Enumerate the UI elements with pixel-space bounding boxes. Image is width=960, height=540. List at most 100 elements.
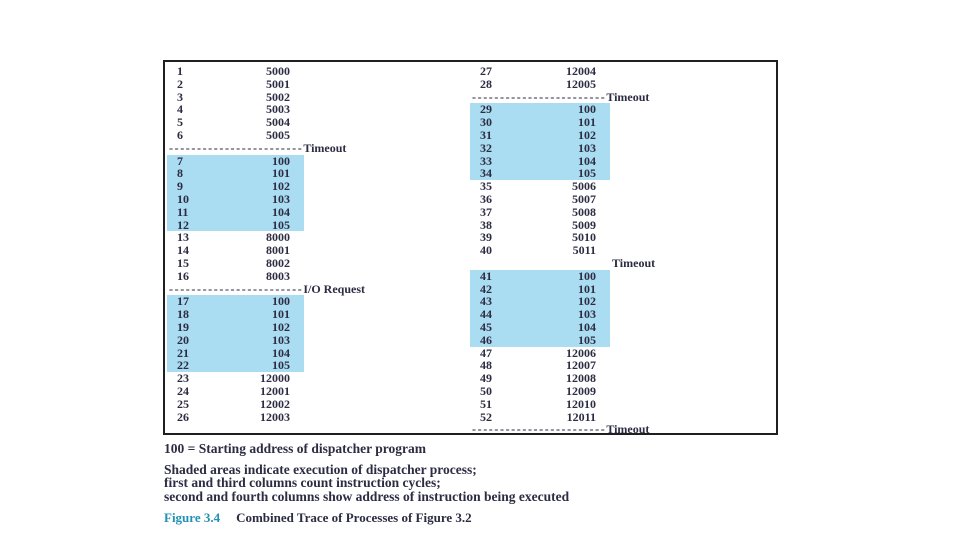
instruction-address: 5000: [266, 64, 290, 78]
dispatcher-address-note: 100 = Starting address of dispatcher pro…: [164, 441, 426, 456]
cycle-number: 16: [177, 268, 189, 283]
separator-row: ------------------------Timeout: [167, 140, 346, 155]
trace-row: 14 8001: [167, 244, 304, 257]
cycle-number: 50: [480, 383, 492, 398]
cycle-number: 35: [480, 179, 492, 194]
instruction-address: 12003: [260, 409, 290, 424]
separator-dashes: ------------------------: [169, 281, 304, 296]
trace-row: 45 104: [470, 321, 610, 334]
trace-row: 17 100: [167, 294, 304, 309]
instruction-address: 12006: [566, 345, 596, 360]
instruction-address: 105: [272, 217, 290, 232]
instruction-address: 5006: [572, 179, 596, 194]
cycle-number: 7: [177, 153, 183, 168]
trace-row: 49 12008: [470, 372, 610, 385]
cycle-number: 38: [480, 217, 492, 232]
figure-title: Combined Trace of Processes of Figure 3.…: [236, 510, 472, 525]
instruction-address: 102: [578, 294, 596, 309]
timeout-label-row: Timeout: [470, 257, 655, 270]
cycle-number: 24: [177, 383, 189, 398]
cycle-number: 2: [177, 76, 183, 91]
instruction-address: 12009: [566, 383, 596, 398]
cycle-number: 32: [480, 140, 492, 155]
separator-dashes: ------------------------: [472, 89, 607, 104]
cycle-number: 43: [480, 294, 492, 309]
cycle-number: 22: [177, 358, 189, 373]
trace-figure-box: 1 5000 2 5001 3 5002 4 5003 5 5004 6 5005 ----------…: [163, 60, 778, 436]
instruction-address: 105: [578, 332, 596, 347]
cycle-number: 39: [480, 230, 492, 245]
instruction-address: 100: [578, 102, 596, 117]
trace-row: 43 102: [470, 294, 610, 309]
instruction-address: 103: [272, 191, 290, 206]
cycle-number: 37: [480, 204, 492, 219]
cycle-number: 44: [480, 307, 492, 322]
cycle-number: 5: [177, 115, 183, 130]
trace-row: 10 103: [167, 193, 304, 206]
instruction-address: 100: [272, 294, 290, 309]
cycle-number: 30: [480, 115, 492, 130]
trace-row: 11 104: [167, 204, 304, 219]
instruction-address: 100: [272, 153, 290, 168]
trace-row: 22 105: [167, 358, 304, 373]
cycle-number: 40: [480, 243, 492, 258]
instruction-address: 12001: [260, 383, 290, 398]
instruction-address: 104: [578, 319, 596, 334]
trace-row: 36 5007: [470, 193, 610, 206]
cycle-number: 12: [177, 217, 189, 232]
trace-row: 30 101: [470, 116, 610, 129]
instruction-address: 12007: [566, 358, 596, 373]
trace-row: 26 12003: [167, 409, 304, 424]
cycle-number: 23: [177, 371, 189, 386]
cycle-number: 34: [480, 166, 492, 181]
figure-caption: Figure 3.4 Combined Trace of Processes of…: [164, 510, 472, 526]
separator-label: Timeout: [606, 89, 650, 104]
cycle-number: 11: [177, 204, 189, 219]
cycle-number: 45: [480, 319, 492, 334]
separator-dashes: ------------------------: [169, 140, 304, 155]
trace-row: 5 5004: [167, 116, 304, 129]
note-line-3: second and fourth columns show address o…: [164, 488, 570, 504]
cycle-number: 15: [177, 255, 189, 270]
trace-row: 19 102: [167, 321, 304, 334]
instruction-address: 8003: [266, 268, 290, 283]
trace-row: 18 101: [167, 308, 304, 321]
trace-row: 27 12004: [470, 65, 610, 78]
instruction-address: 12005: [566, 76, 596, 91]
cycle-number: 42: [480, 281, 492, 296]
cycle-number: 25: [177, 396, 189, 411]
trace-row: 2 5001: [167, 76, 304, 91]
trace-row: 34 105: [470, 166, 610, 181]
trace-row: 6 5005: [167, 129, 304, 142]
trace-row: 21 104: [167, 346, 304, 360]
instruction-address: 5003: [266, 102, 290, 117]
separator-row: ------------------------Timeout: [470, 423, 649, 436]
trace-row: 50 12009: [470, 385, 610, 398]
instruction-address: 101: [578, 281, 596, 296]
cycle-number: 13: [177, 230, 189, 245]
instruction-address: 103: [578, 140, 596, 155]
instruction-address: 101: [272, 307, 290, 322]
cycle-number: 46: [480, 332, 492, 347]
trace-row: 46 105: [470, 332, 610, 347]
trace-row: 1 5000: [167, 65, 304, 78]
trace-row: 9 102: [167, 180, 304, 193]
cycle-number: 27: [480, 64, 492, 78]
separator-row: ------------------------I/O Request: [167, 281, 365, 296]
instruction-address: 8000: [266, 230, 290, 245]
instruction-address: 102: [272, 319, 290, 334]
instruction-address: 103: [578, 307, 596, 322]
trace-row: 12 105: [167, 217, 304, 232]
instruction-address: 5002: [266, 89, 290, 104]
trace-row: 35 5006: [470, 180, 610, 193]
cycle-number: 17: [177, 294, 189, 309]
cycle-number: 51: [480, 396, 492, 411]
instruction-address: 101: [272, 166, 290, 181]
instruction-address: 102: [272, 179, 290, 194]
separator-row: ------------------------Timeout: [470, 89, 649, 104]
instruction-address: 8002: [266, 255, 290, 270]
trace-row: 44 103: [470, 308, 610, 321]
trace-row: 28 12005: [470, 76, 610, 91]
trace-row: 52 12011: [470, 410, 610, 424]
instruction-address: 105: [272, 358, 290, 373]
